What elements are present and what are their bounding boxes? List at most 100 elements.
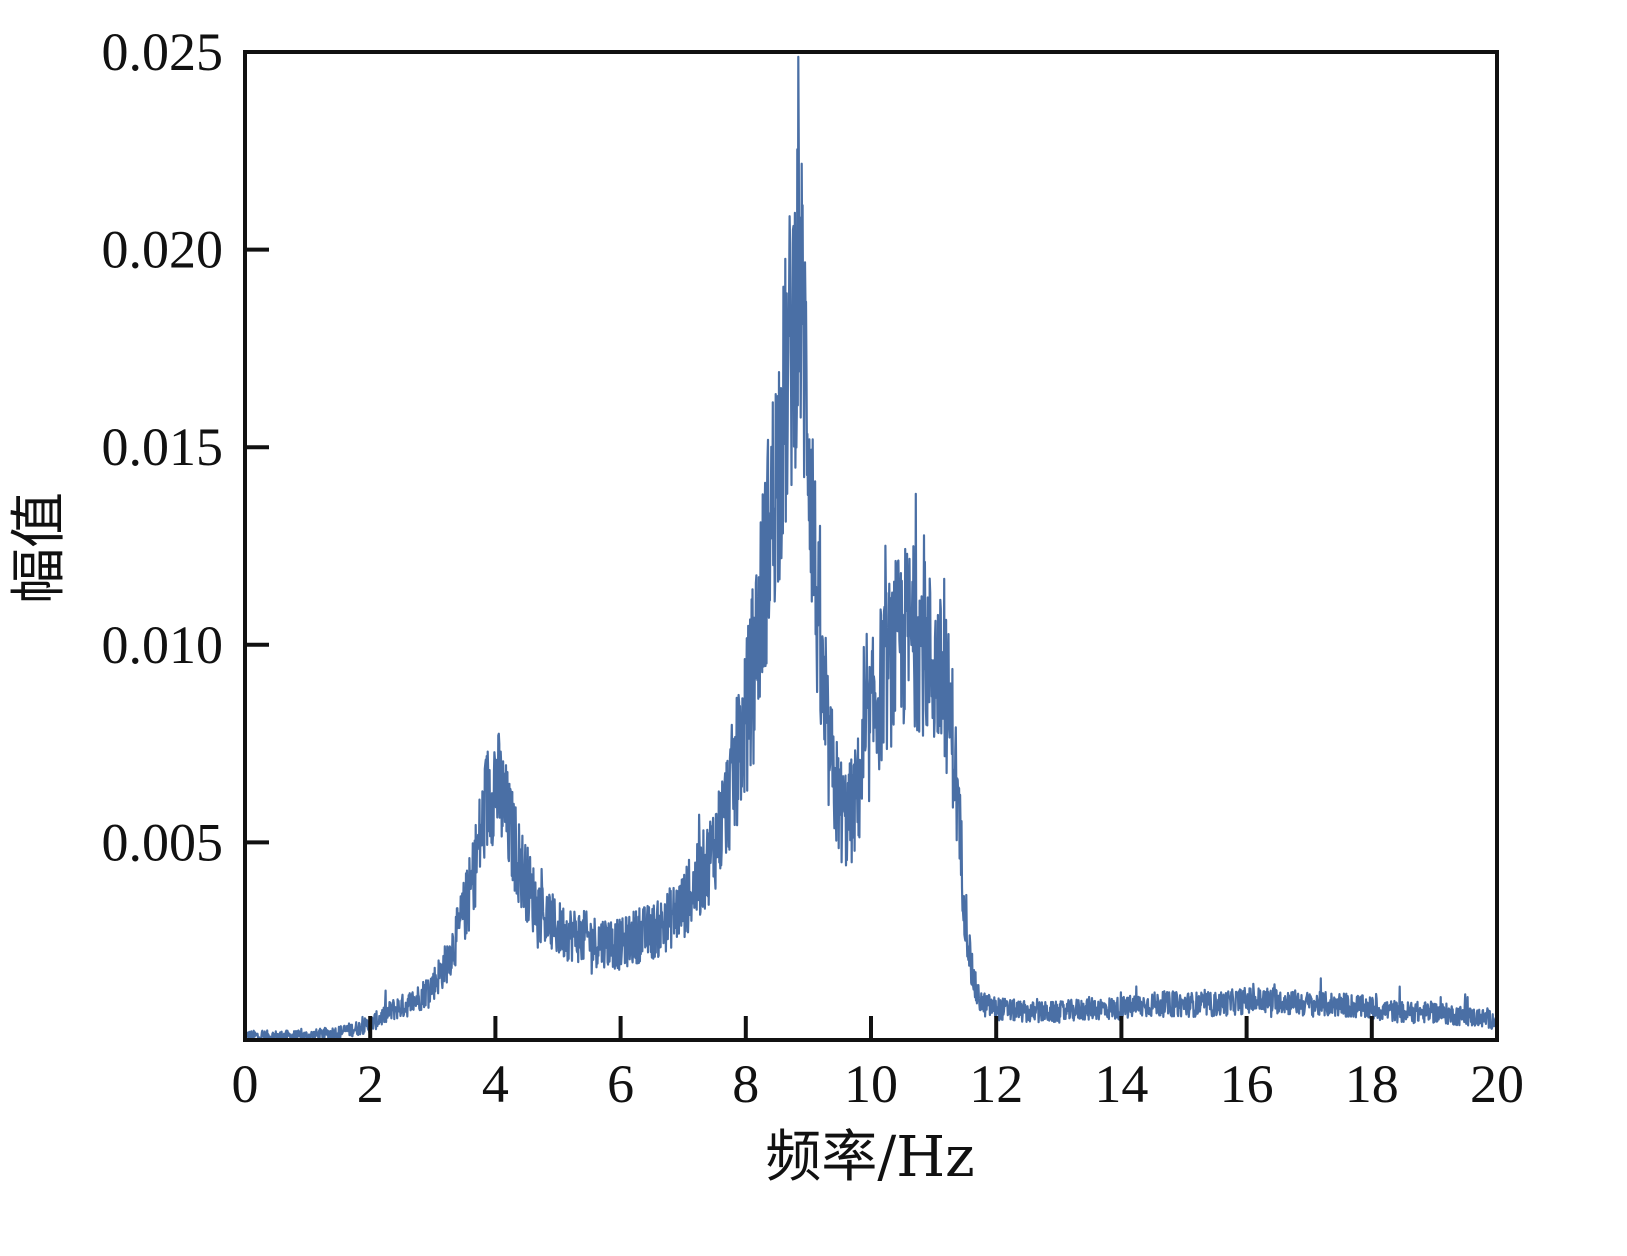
data-point — [444, 963, 447, 966]
y-tick-label: 0.025 — [102, 22, 224, 82]
data-point — [970, 967, 973, 970]
data-point — [456, 932, 459, 935]
x-tick-label: 18 — [1345, 1054, 1399, 1114]
data-point — [682, 904, 685, 907]
data-point — [707, 861, 710, 864]
data-point — [594, 940, 597, 943]
data-point — [488, 790, 491, 793]
x-tick-label: 8 — [732, 1054, 759, 1114]
data-point — [431, 983, 434, 986]
data-point — [907, 631, 910, 634]
x-tick-label: 2 — [357, 1054, 384, 1114]
data-point — [1057, 1011, 1060, 1014]
data-point — [957, 817, 960, 820]
data-point — [275, 1035, 278, 1038]
data-point — [995, 1007, 998, 1010]
data-point — [782, 414, 785, 417]
axes: 0 2 4 6 8 10 12 14 16 18 20 0.005 0.010 0.015 0.020 0.0… — [102, 22, 1525, 1114]
x-tick-label: 10 — [844, 1054, 898, 1114]
data-point — [838, 805, 841, 808]
y-tick-label: 0.005 — [102, 812, 224, 872]
data-point — [982, 1003, 985, 1006]
x-tick-label: 6 — [607, 1054, 634, 1114]
data-point — [851, 809, 854, 812]
data-point — [801, 315, 804, 318]
data-point — [1276, 999, 1279, 1002]
data-point — [1464, 1015, 1467, 1018]
data-point — [1151, 1003, 1154, 1006]
data-point — [719, 825, 722, 828]
data-point — [963, 904, 966, 907]
data-point — [619, 944, 622, 947]
data-point — [694, 884, 697, 887]
data-point — [557, 928, 560, 931]
data-point — [306, 1035, 309, 1038]
x-tick-label: 20 — [1470, 1054, 1524, 1114]
data-point — [1214, 1003, 1217, 1006]
y-tick-label: 0.015 — [102, 417, 224, 477]
data-point — [844, 817, 847, 820]
data-point — [832, 778, 835, 781]
data-point — [857, 790, 860, 793]
x-tick-label: 0 — [232, 1054, 259, 1114]
data-point — [945, 691, 948, 694]
data-point — [406, 1003, 409, 1006]
data-point — [657, 928, 660, 931]
data-point — [494, 778, 497, 781]
data-point — [419, 995, 422, 998]
data-point — [1433, 1011, 1436, 1014]
data-point — [798, 268, 801, 271]
x-tick-label: 14 — [1094, 1054, 1148, 1114]
data-point — [826, 738, 829, 741]
data-point — [951, 730, 954, 733]
data-point — [1120, 1007, 1123, 1010]
x-axis-title: 频率/Hz — [765, 1125, 974, 1190]
data-point — [669, 916, 672, 919]
plot-frame — [243, 50, 1499, 1042]
data-point — [744, 718, 747, 721]
data-point — [870, 718, 873, 721]
data-point — [732, 778, 735, 781]
data-point — [632, 936, 635, 939]
data-point — [769, 517, 772, 520]
data-point — [776, 465, 779, 468]
data-point — [500, 797, 503, 800]
data-point — [882, 675, 885, 678]
data-point — [863, 754, 866, 757]
data-point — [819, 675, 822, 678]
data-point — [1183, 1003, 1186, 1006]
data-point — [976, 995, 979, 998]
x-tick-label: 16 — [1220, 1054, 1274, 1114]
data-point — [1370, 1007, 1373, 1010]
data-point — [1089, 1007, 1092, 1010]
data-point — [794, 296, 797, 299]
data-point — [356, 1027, 359, 1030]
data-point — [788, 359, 791, 362]
y-axis-title: 幅值 — [7, 492, 72, 604]
data-point — [569, 932, 572, 935]
series-line — [244, 55, 1499, 1040]
data-point — [381, 1015, 384, 1018]
data-point — [519, 865, 522, 868]
data-point — [1026, 1011, 1029, 1014]
data-point — [1245, 999, 1248, 1002]
data-point — [1339, 1003, 1342, 1006]
data-point — [582, 936, 585, 939]
data-point — [531, 896, 534, 899]
data-point — [644, 932, 647, 935]
data-point — [1308, 1003, 1311, 1006]
y-tick-label: 0.010 — [102, 615, 224, 675]
data-point — [807, 414, 810, 417]
data-point — [1402, 1011, 1405, 1014]
x-tick-label: 12 — [969, 1054, 1023, 1114]
y-tick-label: 0.020 — [102, 220, 224, 280]
data-point — [895, 647, 898, 650]
data-point — [506, 821, 509, 824]
data-point — [757, 624, 760, 627]
data-point — [813, 560, 816, 563]
data-point — [394, 1007, 397, 1010]
data-point — [337, 1031, 340, 1034]
data-point — [932, 663, 935, 666]
